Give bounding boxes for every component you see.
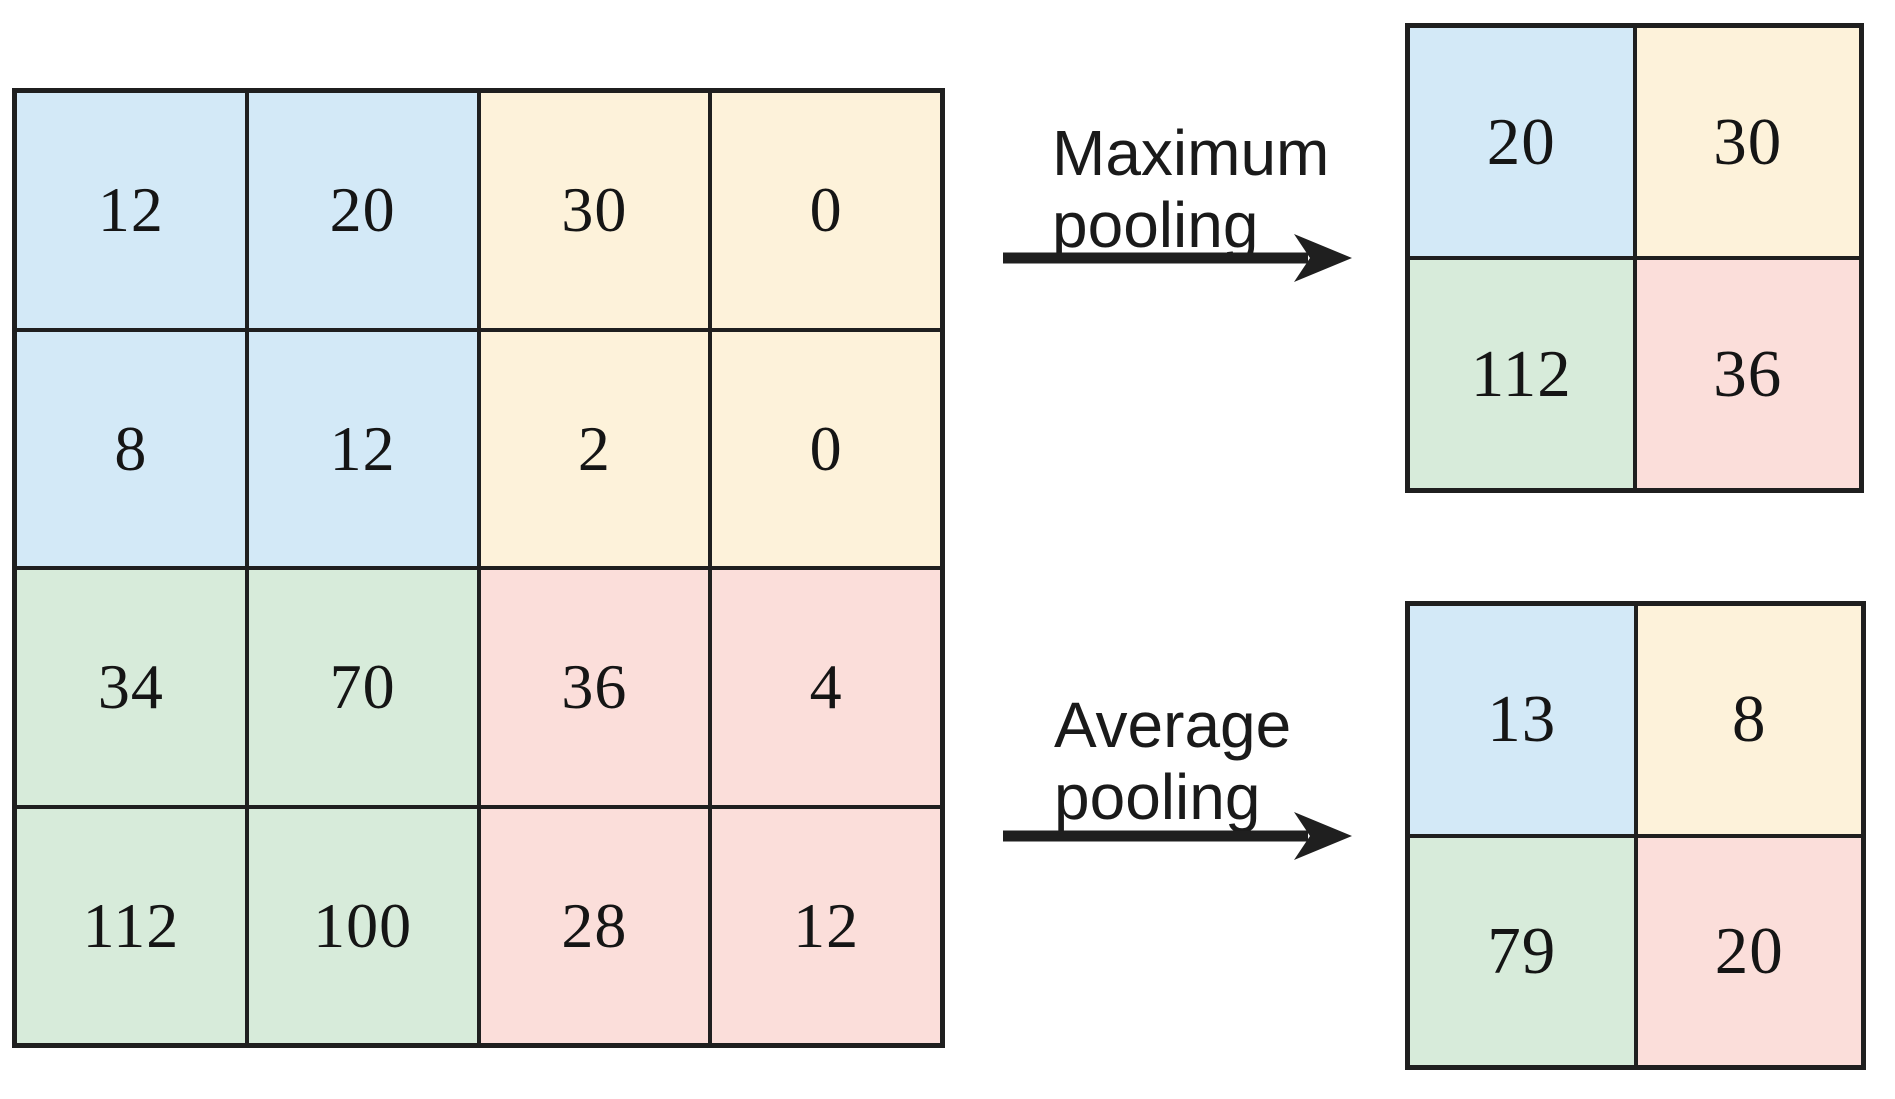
avg-pooling-label: Average pooling — [1054, 689, 1291, 833]
max-output-cell-r0c1: 30 — [1634, 26, 1861, 258]
input-cell-r2c1: 70 — [246, 568, 479, 807]
max-output-matrix: 20 30 112 36 — [1405, 23, 1864, 493]
avg-output-cell-r1c0: 79 — [1408, 835, 1636, 1067]
input-cell-r2c2: 36 — [478, 568, 711, 807]
avg-pooling-label-line2: pooling — [1054, 761, 1261, 833]
max-pooling-label-line1: Maximum — [1052, 117, 1330, 189]
avg-output-cell-r0c0: 13 — [1408, 604, 1636, 836]
input-cell-r3c2: 28 — [478, 806, 711, 1045]
input-cell-r3c3: 12 — [710, 806, 942, 1045]
input-cell-r0c2: 30 — [478, 91, 711, 330]
input-cell-r1c3: 0 — [710, 329, 942, 568]
input-cell-r0c1: 20 — [246, 91, 479, 330]
max-pooling-label-line2: pooling — [1052, 189, 1259, 261]
max-output-cell-r1c0: 112 — [1408, 258, 1635, 490]
input-cell-r0c0: 12 — [15, 91, 247, 330]
avg-output-cell-r0c1: 8 — [1635, 604, 1863, 836]
input-cell-r3c0: 112 — [15, 806, 247, 1045]
avg-output-matrix: 13 8 79 20 — [1405, 601, 1866, 1070]
input-cell-r1c2: 2 — [478, 329, 711, 568]
avg-pooling-label-line1: Average — [1054, 689, 1292, 761]
max-pooling-label: Maximum pooling — [1052, 117, 1329, 261]
input-cell-r1c1: 12 — [246, 329, 479, 568]
input-cell-r0c3: 0 — [710, 91, 942, 330]
max-pooling-arrow-icon — [1003, 234, 1352, 282]
input-cell-r3c1: 100 — [246, 806, 479, 1045]
input-cell-r2c0: 34 — [15, 568, 247, 807]
avg-pooling-arrow-icon — [1003, 812, 1352, 860]
input-matrix: 12 20 30 0 8 12 2 0 34 70 36 4 112 100 2… — [12, 88, 945, 1048]
avg-output-cell-r1c1: 20 — [1635, 835, 1863, 1067]
input-cell-r1c0: 8 — [15, 329, 247, 568]
input-cell-r2c3: 4 — [710, 568, 942, 807]
max-output-cell-r0c0: 20 — [1408, 26, 1635, 258]
max-output-cell-r1c1: 36 — [1634, 258, 1861, 490]
